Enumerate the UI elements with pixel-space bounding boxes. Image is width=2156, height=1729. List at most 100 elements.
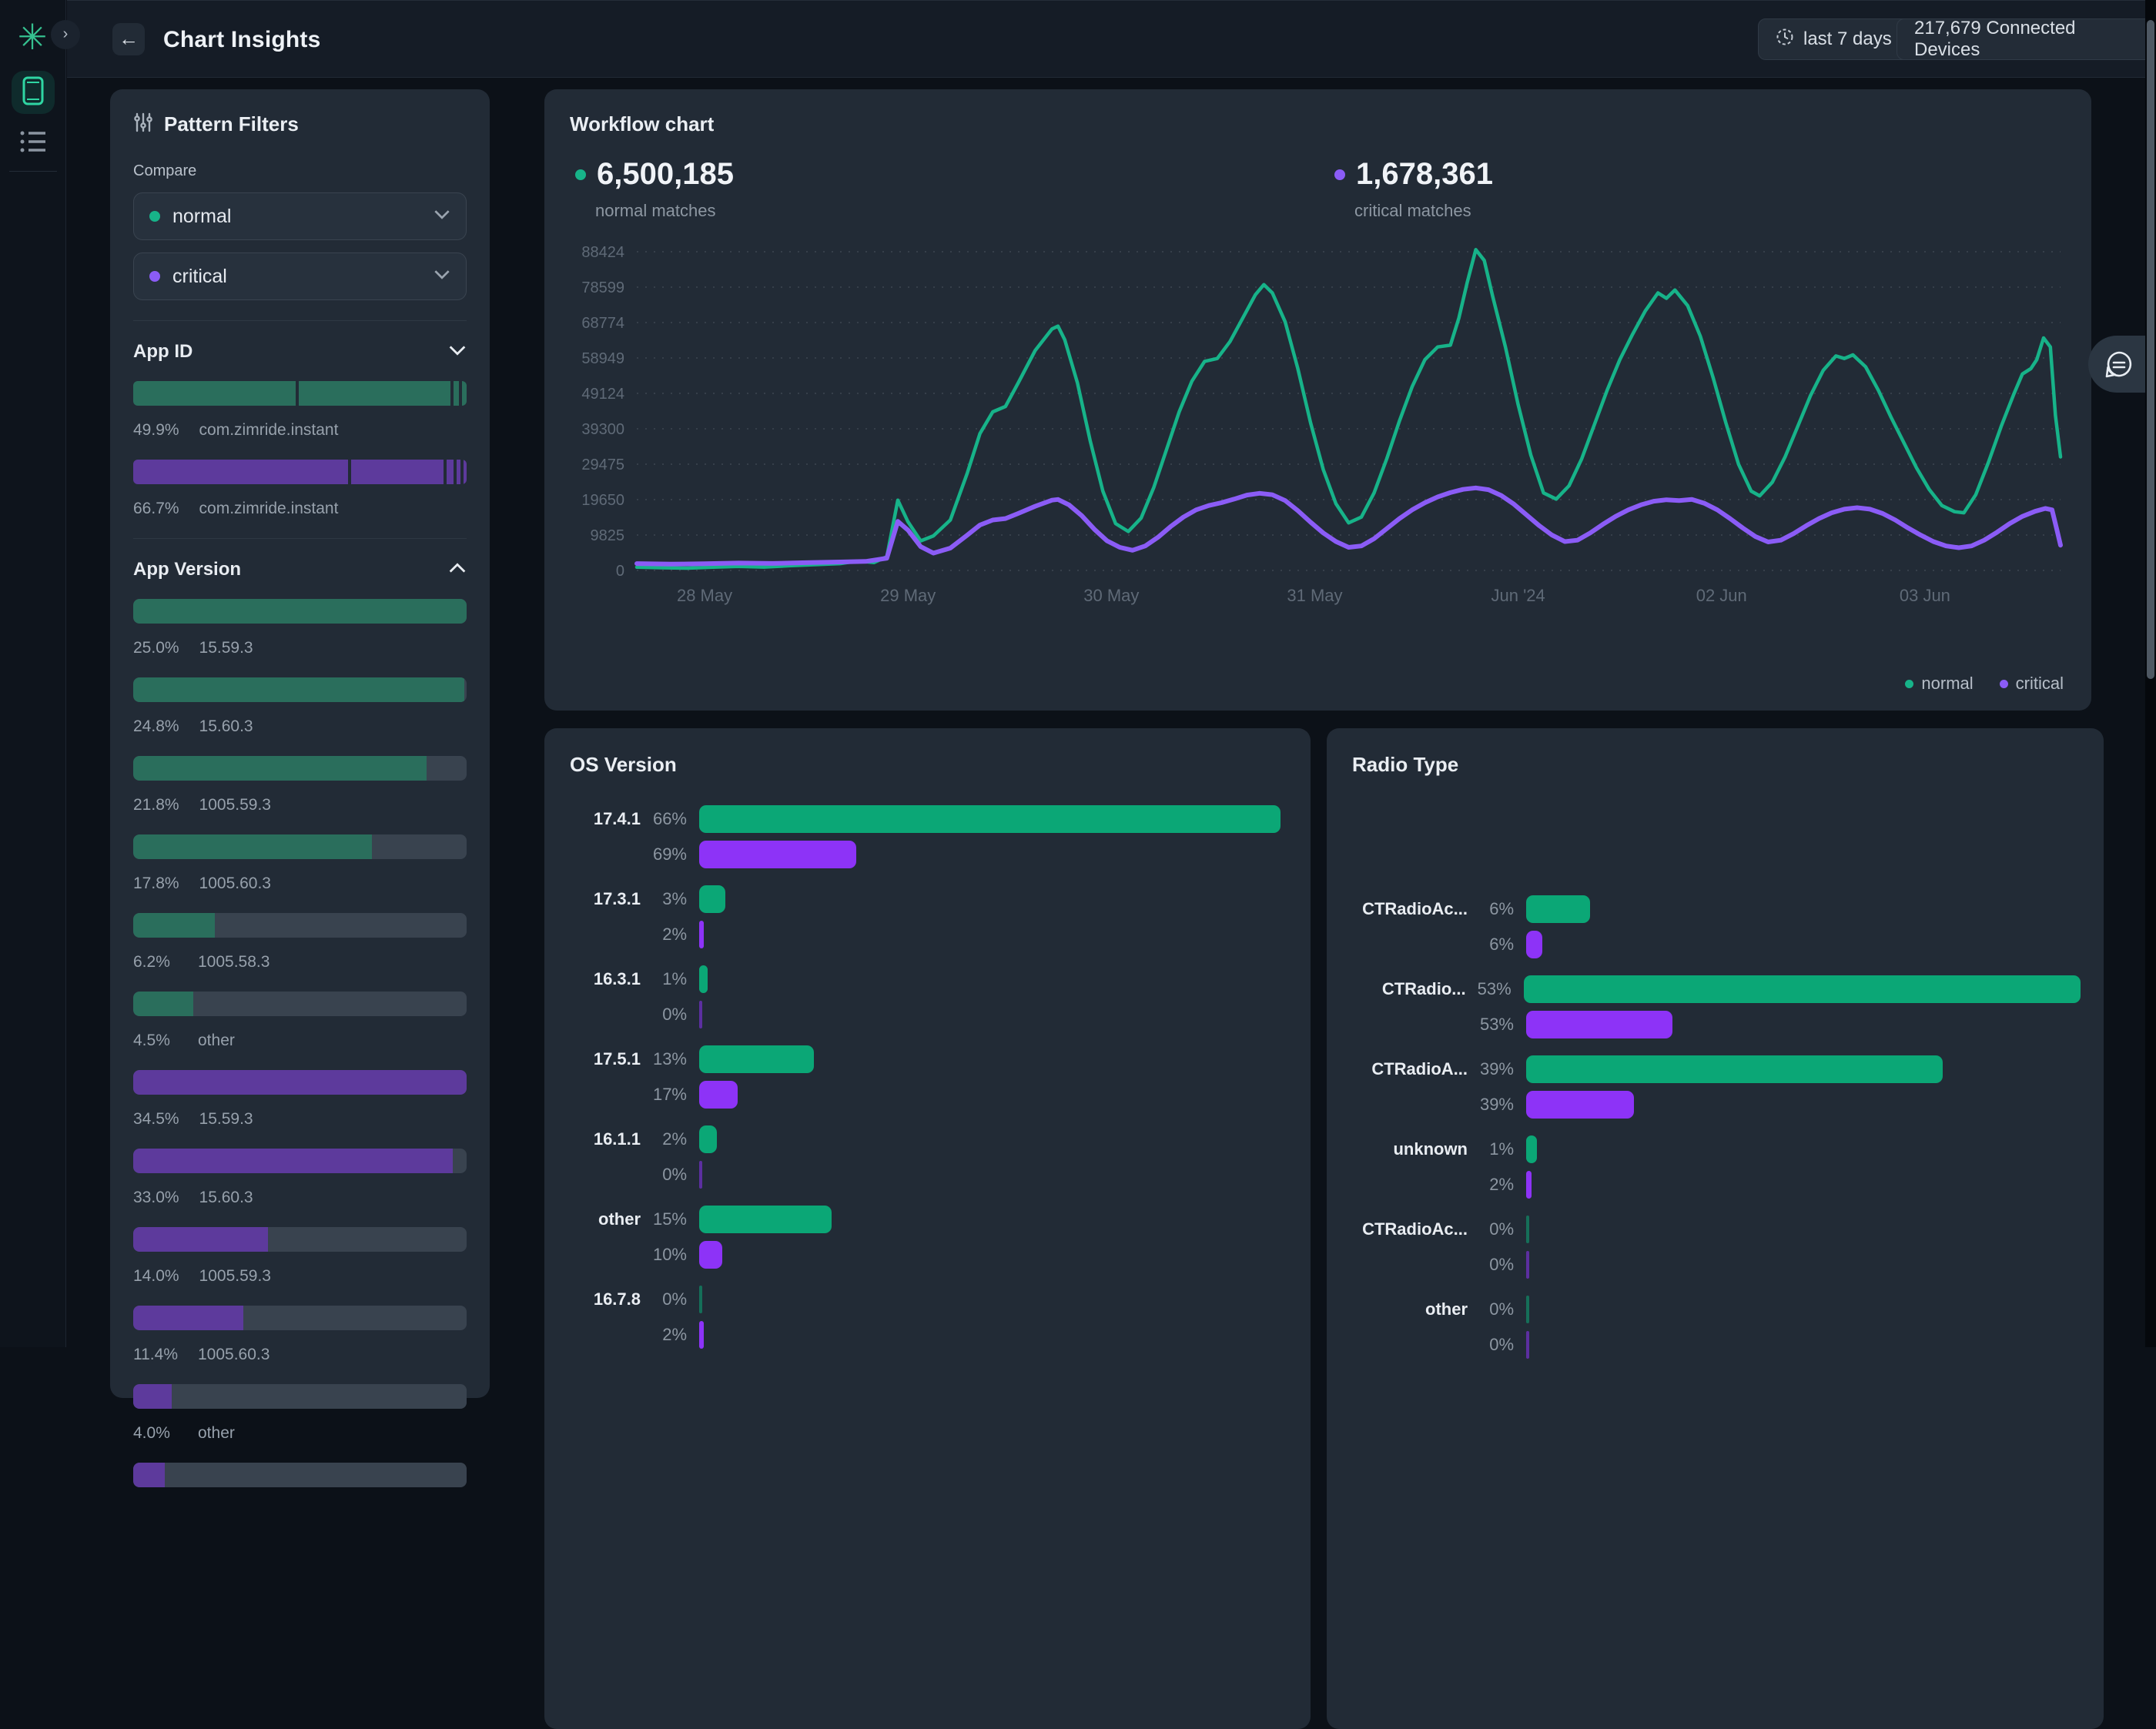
percent-value: 0% [1489,1255,1514,1274]
bar-row: other 15% [570,1206,1287,1233]
app-version-bar [133,756,467,781]
chevron-down-icon[interactable] [448,345,467,360]
bar-row: 2% [570,921,1287,948]
app-version-bar [133,1070,467,1095]
sidebar-divider [9,171,57,172]
bar-group: other 15% 10% [570,1206,1287,1269]
clock-icon [1776,28,1794,52]
app-version-bar [133,992,467,1016]
percent-value: 21.8% [133,796,179,814]
app-version-section-header[interactable]: App Version [133,559,467,580]
normal-bar [699,1125,717,1153]
sidebar-item-patterns[interactable] [12,122,55,165]
app-version-bar [133,599,467,624]
bar-fill [133,599,467,624]
radio-type-title: Radio Type [1352,753,1459,776]
normal-bar [1526,895,1591,923]
percent-value: 6% [1489,899,1514,918]
percent-value: 0% [662,1165,687,1184]
app-version-value: other [198,1424,235,1442]
percent-value: 25.0% [133,639,179,657]
sidebar-expand-button[interactable]: › [51,20,80,49]
scrollbar-thumb[interactable] [2147,20,2154,679]
percent-value: 3% [662,889,687,908]
critical-dot [149,271,160,282]
app-version-row-label: 11.4% 1005.60.3 [133,1346,467,1364]
bar-group: CTRadioAc... 0% 0% [1352,1216,2081,1279]
bar-fill [133,1384,172,1409]
percent-value: 66.7% [133,500,179,517]
bar-group: 17.3.1 3% 2% [570,885,1287,948]
app-version-row-label: 4.5% other [133,1032,467,1050]
svg-text:88424: 88424 [581,244,624,261]
sliders-icon [133,112,153,136]
app-id-section-header[interactable]: App ID [133,341,467,363]
app-version-value: 15.60.3 [199,717,253,735]
chat-tab[interactable] [2088,336,2156,393]
bar-group: other 0% 0% [1352,1296,2081,1359]
svg-text:02 Jun: 02 Jun [1696,586,1747,605]
connected-devices-button[interactable]: 217,679 Connected Devices [1897,18,2156,60]
compare-select-critical-value: critical [172,265,227,287]
chart-legend: normal critical [1905,674,2064,694]
app-version-row-label: 34.5% 15.59.3 [133,1110,467,1129]
bar-row: 2% [570,1321,1287,1349]
bar-row: 0% [570,1161,1287,1189]
chevron-up-icon[interactable] [448,562,467,577]
app-version-bar [133,1149,467,1173]
category-label: CTRadio... [1381,979,1466,998]
percent-value: 24.8% [133,717,179,735]
bar-row: 2% [1352,1171,2081,1199]
app-id-title: App ID [133,341,193,362]
bar-segment [463,460,467,484]
app-version-bar [133,1463,467,1487]
app-version-title: App Version [133,559,242,580]
app-version-bar [133,1306,467,1330]
bar-fill [133,1227,269,1252]
percent-value: 0% [662,1289,687,1309]
percent-value: 66% [652,809,687,828]
svg-text:Jun '24: Jun '24 [1491,586,1545,605]
svg-text:78599: 78599 [581,279,624,296]
app-version-value: 1005.60.3 [198,1346,270,1363]
bar-group: 17.4.1 66% 69% [570,805,1287,868]
bar-row: 0% [1352,1331,2081,1359]
bar-fill [133,1463,166,1487]
bar-row: unknown 1% [1352,1135,2081,1163]
bar-row: 39% [1352,1091,2081,1119]
bar-row: CTRadioA... 39% [1352,1055,2081,1083]
svg-text:49124: 49124 [581,386,624,403]
critical-bar [1526,1091,1634,1119]
bar-group: 16.1.1 2% 0% [570,1125,1287,1189]
percent-value: 34.5% [133,1110,179,1128]
back-button[interactable]: ← [112,23,145,55]
workflow-line-chart[interactable]: 88424 78599 68774 58949 49124 39300 29475 19650… [560,240,2076,633]
legend-item-normal[interactable]: normal [1905,674,1974,694]
legend-item-critical[interactable]: critical [1999,674,2064,694]
compare-select-critical[interactable]: critical [133,252,467,300]
percent-value: 0% [1489,1335,1514,1354]
divider [133,538,467,539]
percent-value: 53% [1477,979,1512,998]
app-version-row-label: 21.8% 1005.59.3 [133,796,467,814]
percent-value: 0% [1489,1219,1514,1239]
os-version-title: OS Version [570,753,677,776]
app-logo-icon[interactable]: ✳ [17,17,48,57]
percent-value: 33.0% [133,1189,179,1206]
svg-text:68774: 68774 [581,315,624,332]
percent-value: 0% [662,1005,687,1024]
sidebar-item-devices[interactable] [12,71,55,114]
bar-fill [133,913,216,938]
critical-bar [1526,1251,1529,1279]
app-version-bar [133,1384,467,1409]
normal-bar [699,965,708,993]
normal-bar [1523,975,2081,1003]
critical-bar [699,1241,722,1269]
bar-group: CTRadio... 53% 53% [1352,975,2081,1038]
bar-row: CTRadio... 53% [1352,975,2081,1003]
percent-value: 13% [652,1049,687,1069]
svg-text:39300: 39300 [581,421,624,438]
bar-segment [447,460,454,484]
compare-select-normal[interactable]: normal [133,192,467,240]
bar-row: 0% [1352,1251,2081,1279]
